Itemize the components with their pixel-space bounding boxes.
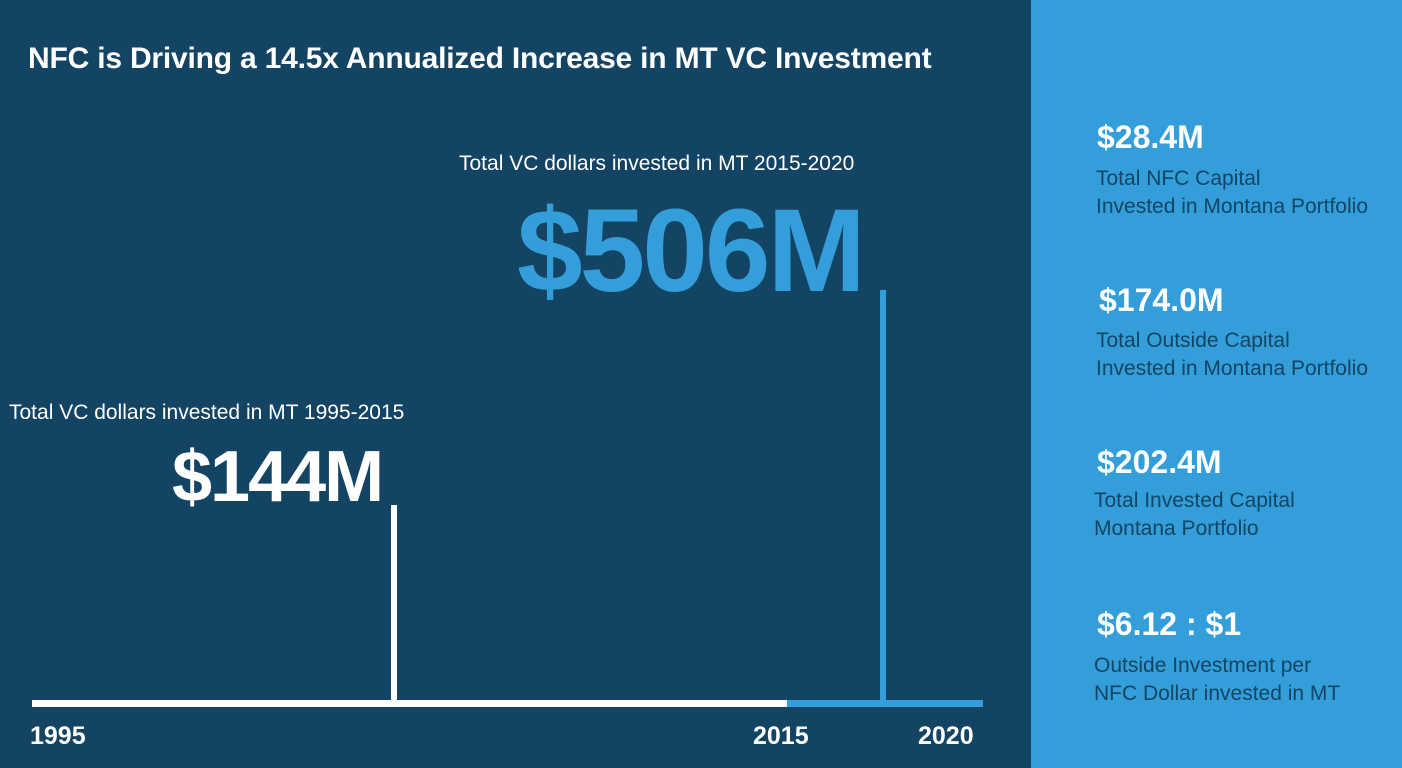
stat-total-capital-label: Total Invested Capital Montana Portfolio [1094, 487, 1295, 543]
timeline-segment-2015-2020 [787, 700, 983, 707]
stat-ratio-label: Outside Investment per NFC Dollar invest… [1094, 652, 1340, 708]
stat-nfc-capital-line2: Invested in Montana Portfolio [1096, 195, 1368, 218]
stats-panel: $28.4M Total NFC Capital Invested in Mon… [1031, 0, 1402, 768]
tick-label-1995: 1995 [30, 722, 86, 750]
period-1-value: $144M [172, 437, 384, 517]
stat-total-capital-line2: Montana Portfolio [1094, 517, 1259, 540]
stat-nfc-capital-label: Total NFC Capital Invested in Montana Po… [1096, 165, 1368, 221]
period-2-stem [880, 290, 886, 704]
stat-ratio-line2: NFC Dollar invested in MT [1094, 682, 1341, 705]
period-2-value: $506M [517, 185, 866, 317]
stat-total-capital-value: $202.4M [1097, 444, 1222, 480]
timeline-segment-1995-2015 [32, 700, 787, 707]
stat-outside-capital-line2: Invested in Montana Portfolio [1096, 357, 1368, 380]
stat-ratio-line1: Outside Investment per [1094, 654, 1312, 677]
stat-ratio-value: $6.12 : $1 [1097, 606, 1242, 642]
period-2-caption: Total VC dollars invested in MT 2015-202… [459, 152, 855, 175]
stat-nfc-capital-line1: Total NFC Capital [1096, 167, 1261, 190]
stat-total-capital-line1: Total Invested Capital [1094, 489, 1295, 512]
stat-outside-capital-value: $174.0M [1099, 282, 1224, 318]
stat-outside-capital-label: Total Outside Capital Invested in Montan… [1096, 327, 1368, 383]
stat-nfc-capital-value: $28.4M [1097, 119, 1204, 155]
tick-label-2015: 2015 [753, 722, 809, 750]
stat-outside-capital-line1: Total Outside Capital [1096, 329, 1290, 352]
period-1-stem [391, 505, 397, 704]
tick-label-2020: 2020 [918, 722, 974, 750]
period-1-caption: Total VC dollars invested in MT 1995-201… [9, 401, 405, 424]
slide-title: NFC is Driving a 14.5x Annualized Increa… [28, 42, 932, 75]
